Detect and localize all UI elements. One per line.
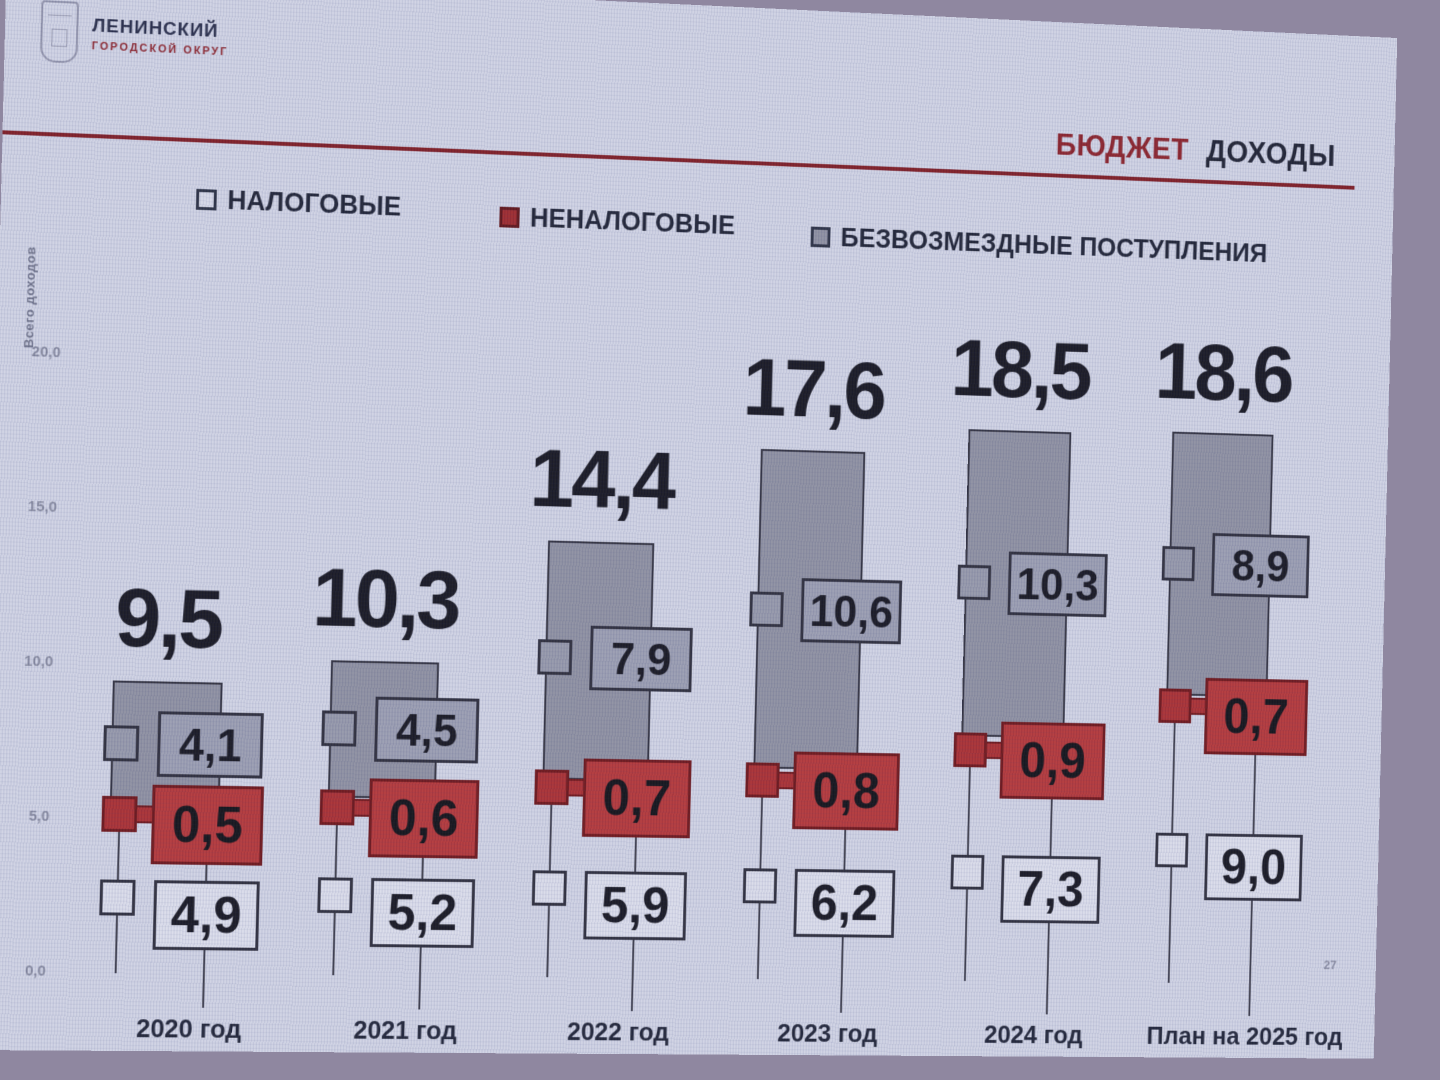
- tax-marker: [531, 869, 567, 906]
- tax-value-box: 7,3: [1000, 855, 1101, 924]
- nontax-marker: [319, 788, 356, 825]
- grants-marker: [321, 710, 357, 748]
- tax-value-box: 9,0: [1204, 832, 1303, 901]
- grants-value-box: 10,6: [800, 577, 903, 645]
- nontax-marker: [745, 762, 780, 799]
- category-label: 2023 год: [776, 1018, 878, 1048]
- category-label: 2020 год: [135, 1013, 242, 1044]
- grants-marker: [957, 564, 992, 601]
- nontax-marker: [101, 796, 138, 833]
- grants-value-box: 10,3: [1007, 551, 1108, 618]
- tax-marker: [99, 879, 136, 916]
- grants-value-box: 7,9: [589, 625, 693, 693]
- nontax-value-box: 0,7: [581, 758, 692, 839]
- nontax-value-box: 0,6: [367, 777, 480, 859]
- tax-value-box: 4,9: [152, 880, 260, 951]
- grants-marker: [537, 639, 573, 676]
- tax-marker: [742, 868, 778, 904]
- chart-area: 9,5 4,1 0,5 4,9 2020 год 10,3 4,5 0,6 5,…: [99, 25, 1349, 1059]
- nontax-marker: [953, 732, 988, 768]
- grants-marker: [1161, 546, 1196, 582]
- category-label: 2024 год: [983, 1019, 1084, 1050]
- nontax-marker: [1158, 688, 1192, 724]
- tax-marker: [317, 877, 353, 914]
- grants-marker: [103, 725, 140, 762]
- nontax-value-box: 0,7: [1203, 677, 1309, 757]
- grants-value-box: 8,9: [1211, 533, 1310, 599]
- total-value-label: 18,6: [1153, 325, 1293, 420]
- tax-marker: [950, 854, 985, 890]
- chart-column: 18,6 8,9 0,7 9,0 План на 2025 год: [1090, 25, 1349, 1059]
- tax-value-box: 5,2: [369, 878, 476, 949]
- category-label: 2021 год: [353, 1014, 458, 1046]
- grants-value-box: 4,5: [374, 697, 480, 764]
- slide-page-number: 27: [1323, 957, 1337, 973]
- grants-marker: [749, 591, 784, 627]
- tax-value-box: 6,2: [793, 868, 896, 938]
- nontax-value-box: 0,9: [999, 721, 1106, 801]
- nontax-value-box: 0,8: [792, 751, 900, 832]
- presentation-slide: ЛЕНИНСКИЙ ГОРОДСКОЙ ОКРУГ БЮДЖЕТ ДОХОДЫ …: [0, 0, 1397, 1059]
- nontax-value-box: 0,5: [150, 785, 264, 867]
- nontax-marker: [534, 769, 570, 806]
- category-label: План на 2025 год: [1146, 1020, 1343, 1051]
- grants-value-box: 4,1: [156, 711, 264, 779]
- category-label: 2022 год: [566, 1016, 670, 1047]
- tax-value-box: 5,9: [583, 870, 688, 941]
- tax-marker: [1155, 832, 1189, 868]
